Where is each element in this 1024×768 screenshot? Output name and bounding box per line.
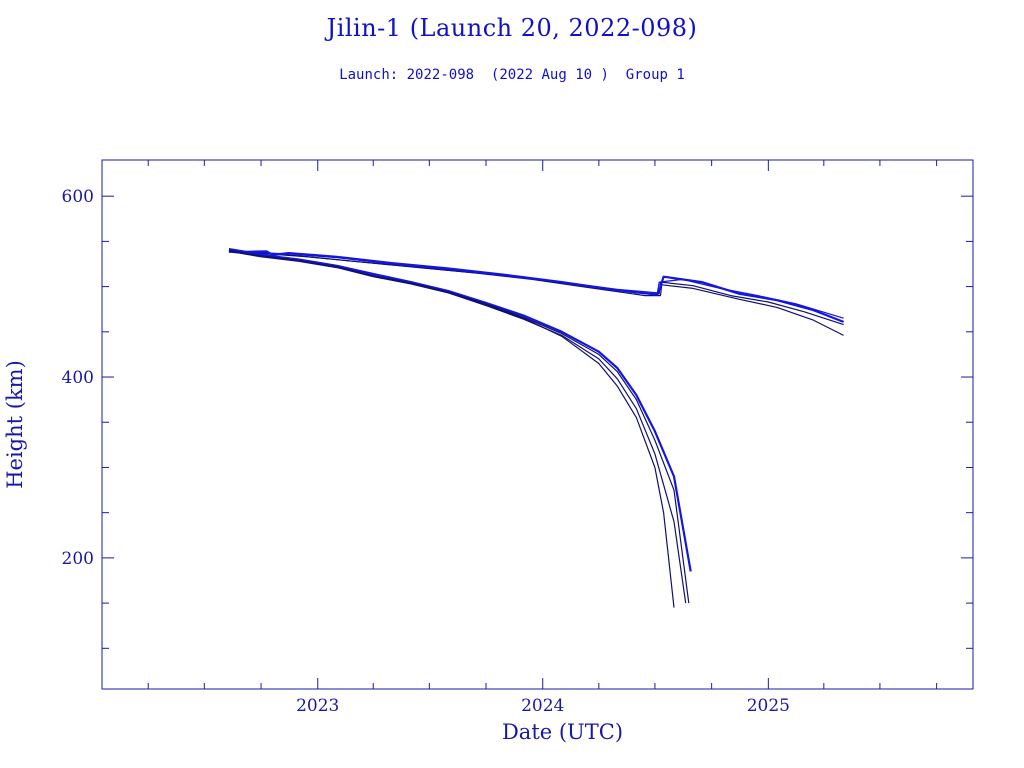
x-tick-label: 2025 (747, 696, 790, 716)
y-axis-label: Height (km) (3, 360, 27, 489)
plot-border (101, 159, 974, 690)
y-tick-label: 600 (62, 187, 94, 207)
y-tick-label: 200 (62, 549, 94, 569)
plot-frame (101, 159, 974, 690)
x-tick-label: 2023 (296, 696, 339, 716)
x-tick-label: 2024 (521, 696, 564, 716)
series-line-2 (228, 251, 844, 336)
chart-title: Jilin-1 (Launch 20, 2022-098) (326, 14, 698, 42)
y-tick-label: 400 (62, 368, 94, 388)
series-line-1 (228, 249, 844, 326)
series-line-7 (228, 248, 692, 572)
series-line-6 (228, 250, 687, 604)
x-axis-label: Date (UTC) (502, 720, 623, 744)
axis-ticks: 2023 2024 2025 200 400 600 (62, 160, 973, 716)
series-line-4 (228, 249, 844, 323)
series-group (228, 248, 844, 608)
series-line-8 (228, 249, 690, 604)
series-line-3 (228, 248, 844, 319)
series-line-5 (228, 249, 675, 608)
chart-subtitle: Launch: 2022-098 (2022 Aug 10 ) Group 1 (339, 67, 685, 83)
